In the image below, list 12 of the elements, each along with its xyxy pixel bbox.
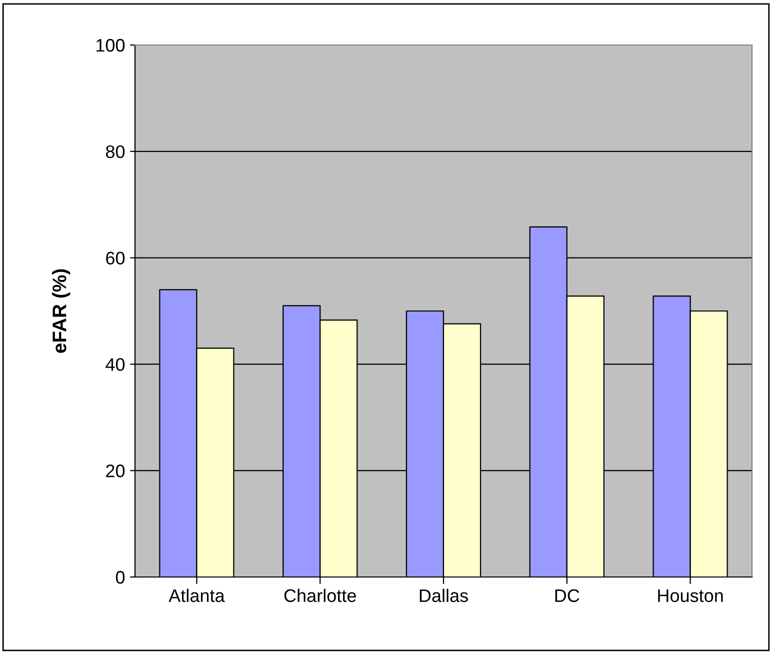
y-tick-label: 60 [106, 252, 125, 265]
x-tick-label: DC [555, 589, 580, 602]
y-axis-title: eFAR (%) [52, 269, 70, 353]
y-tick-label: 0 [116, 570, 125, 584]
x-tick-label: Houston [658, 589, 723, 602]
y-tick-label: 40 [106, 358, 125, 371]
y-tick-label: 100 [96, 38, 125, 52]
x-tick-label: Dallas [420, 588, 468, 602]
x-tick-label: Charlotte [284, 588, 356, 602]
y-tick-label: 80 [106, 145, 125, 158]
y-tick-label: 20 [106, 464, 125, 478]
x-tick-label: Atlanta [168, 588, 225, 602]
